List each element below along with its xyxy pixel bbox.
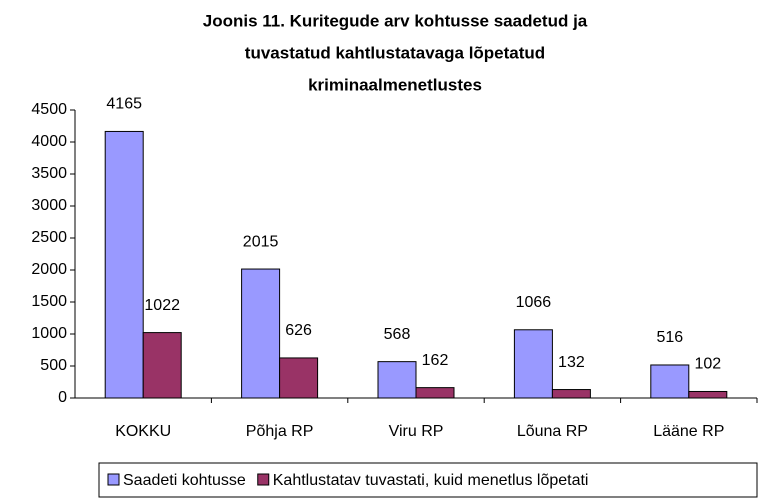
y-tick-label: 500 [40,357,67,374]
y-tick-label: 0 [58,389,67,406]
legend-box [98,462,758,498]
data-label: 568 [384,326,411,343]
bar [142,332,182,399]
data-label: 516 [656,329,683,346]
bar [688,390,728,399]
bar [279,357,319,399]
bar [241,268,281,399]
chart-title: Joonis 11. Kuritegude arv kohtusse saade… [203,11,588,30]
data-label: 1066 [516,294,552,311]
y-tick-label: 4500 [31,101,67,118]
bar [377,361,417,399]
x-tick-label: Viru RP [389,423,444,440]
bar [104,130,144,399]
chart-title: tuvastatud kahtlustatavaga lõpetatud [245,43,545,62]
bar [415,387,455,399]
data-label: 2015 [243,233,279,250]
y-tick-label: 4000 [31,133,67,150]
legend-swatch [257,473,270,486]
y-tick-label: 1000 [31,325,67,342]
bar [650,364,690,399]
x-tick-label: Lõuna RP [517,423,588,440]
data-label: 1022 [144,297,180,314]
data-label: 102 [694,356,721,373]
y-tick-label: 3500 [31,165,67,182]
data-label: 162 [422,352,449,369]
bar [551,389,591,399]
y-tick-label: 1500 [31,293,67,310]
chart-title: kriminaalmenetlustes [308,75,482,94]
data-label: 132 [558,354,585,371]
legend-swatch [107,473,120,486]
data-label: 4165 [106,96,142,113]
x-tick-label: KOKKU [115,423,171,440]
legend-label: Saadeti kohtusse [123,472,246,489]
x-tick-label: Põhja RP [246,423,314,440]
bar [513,329,553,399]
data-label: 626 [285,322,312,339]
y-tick-label: 2000 [31,261,67,278]
legend-label: Kahtlustatav tuvastati, kuid menetlus lõ… [273,472,589,489]
y-tick-label: 2500 [31,229,67,246]
y-tick-label: 3000 [31,197,67,214]
x-tick-label: Lääne RP [653,423,724,440]
